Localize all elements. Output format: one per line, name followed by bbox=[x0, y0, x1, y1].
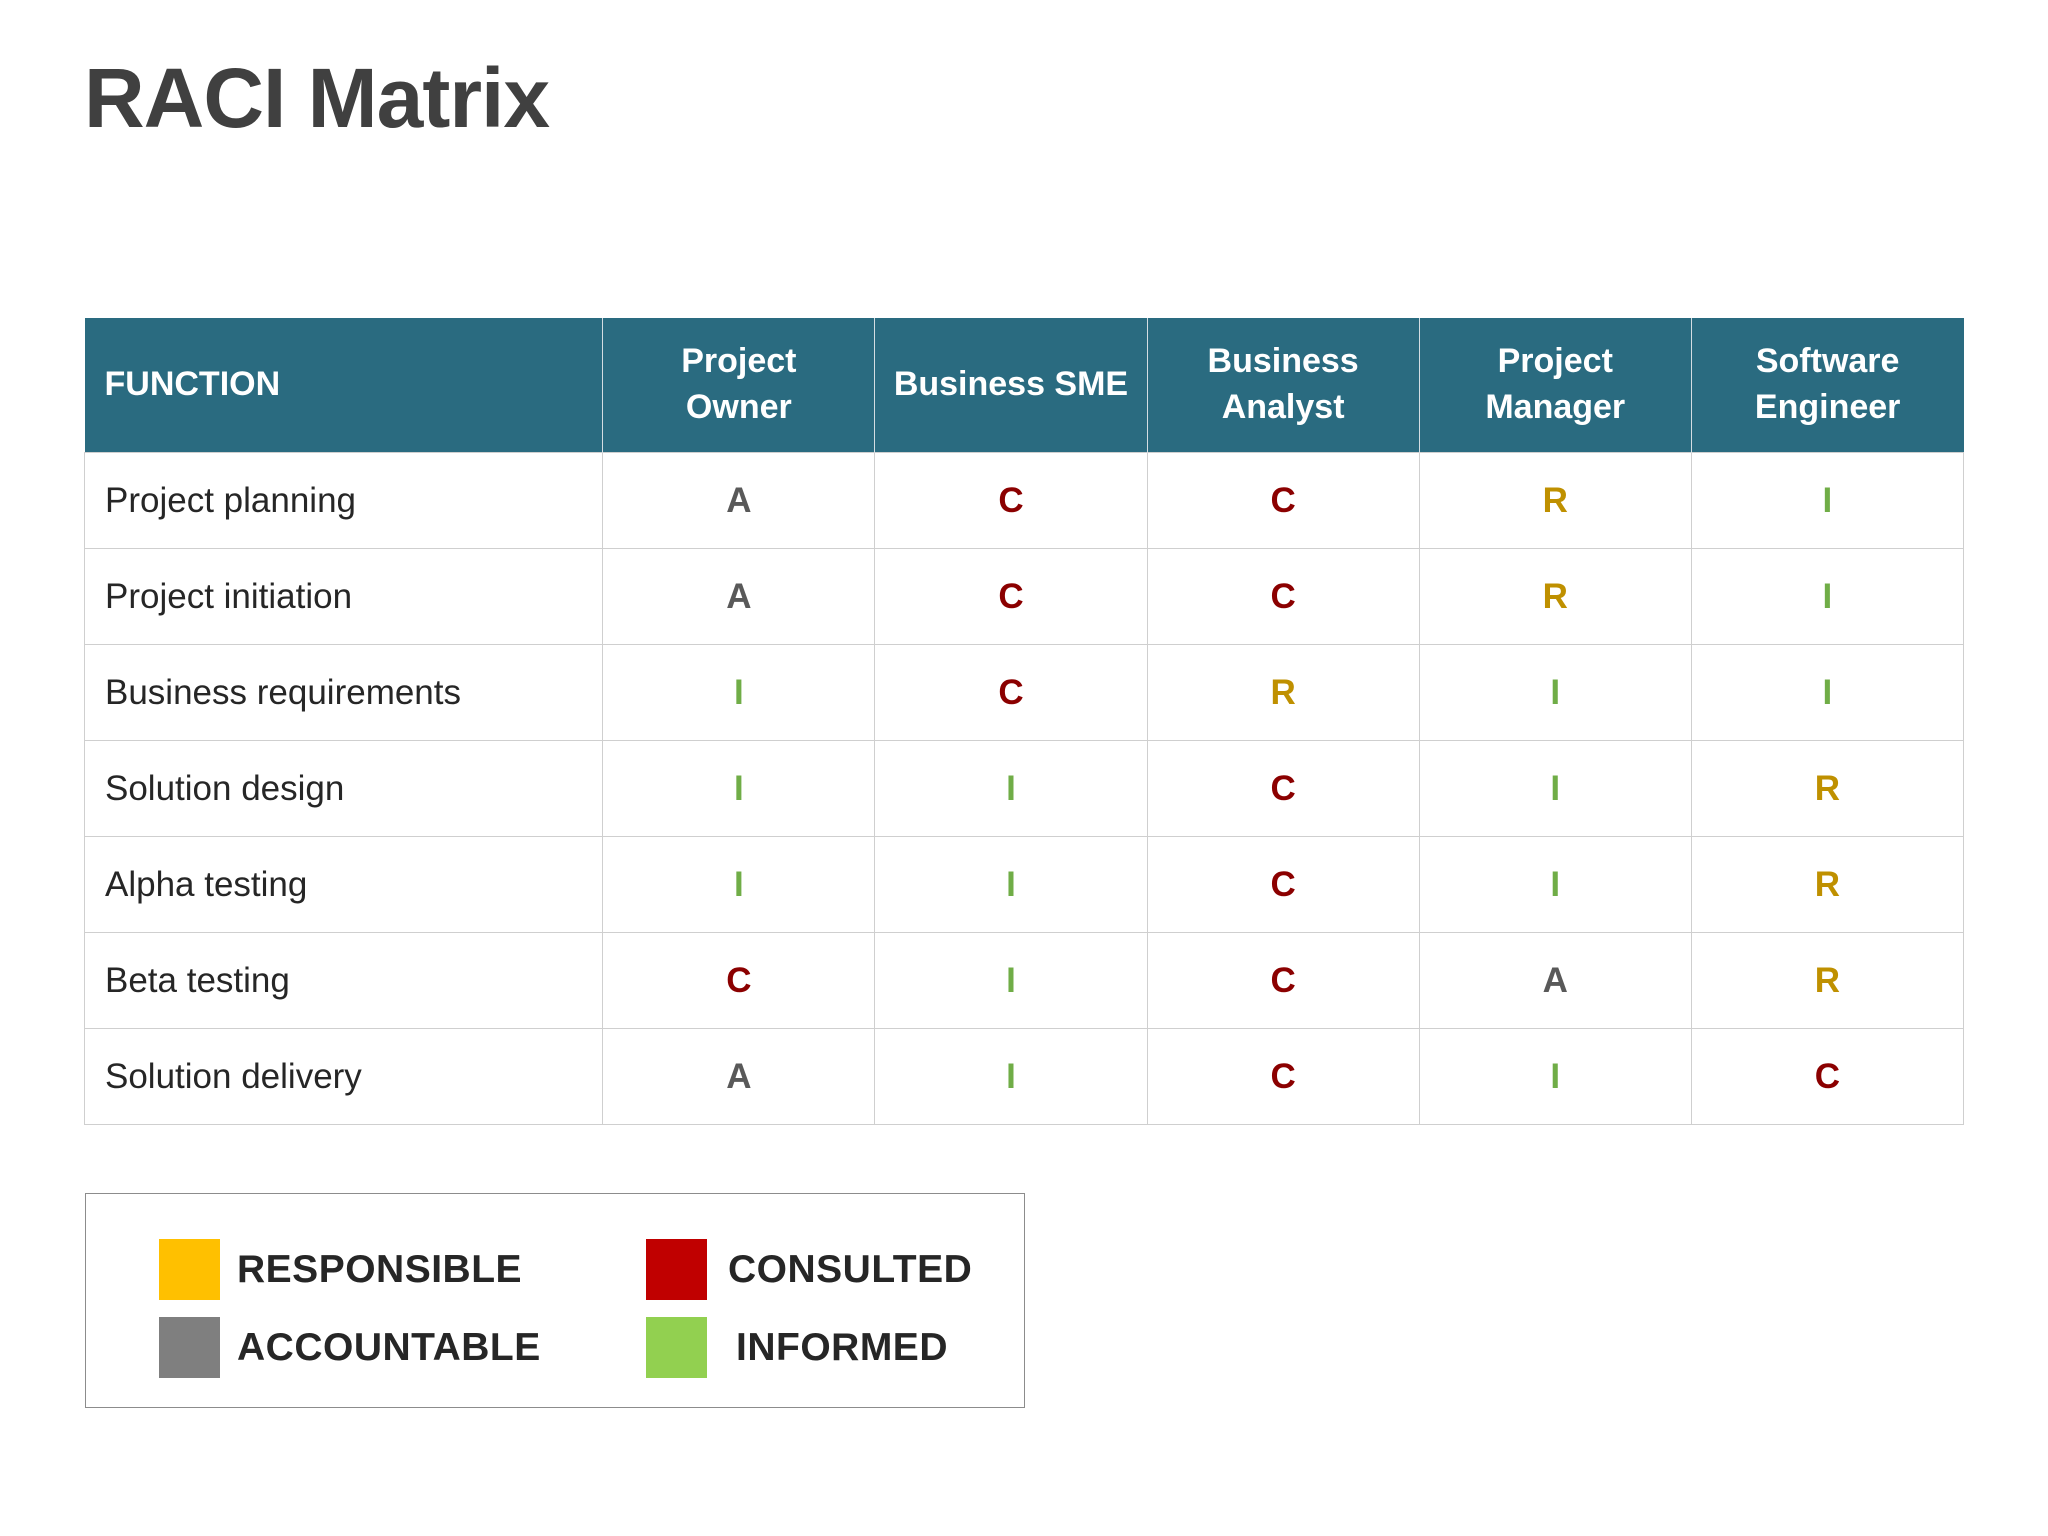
header-function: FUNCTION bbox=[84, 318, 603, 453]
legend-label: ACCOUNTABLE bbox=[237, 1325, 541, 1369]
table-row: Solution delivery A I C I C bbox=[83, 1028, 1965, 1125]
raci-table: FUNCTION Project Owner Business SME Busin… bbox=[83, 318, 1965, 1125]
raci-code-cell: I bbox=[874, 1028, 1148, 1125]
table-row: Business requirements I C R I I bbox=[83, 644, 1965, 741]
legend-item-accountable: ACCOUNTABLE bbox=[159, 1317, 541, 1378]
raci-code-cell: A bbox=[602, 548, 876, 645]
raci-code-cell: A bbox=[602, 452, 876, 549]
raci-code-cell: C bbox=[874, 644, 1148, 741]
raci-code-cell: I bbox=[874, 740, 1148, 837]
function-cell: Project planning bbox=[83, 452, 604, 549]
table-row: Project initiation A C C R I bbox=[83, 548, 1965, 645]
raci-code-cell: C bbox=[874, 452, 1148, 549]
legend-item-responsible: RESPONSIBLE bbox=[159, 1239, 522, 1300]
table-row: Solution design I I C I R bbox=[83, 740, 1965, 837]
raci-code-cell: I bbox=[874, 836, 1148, 933]
table-row: Alpha testing I I C I R bbox=[83, 836, 1965, 933]
page-title: RACI Matrix bbox=[84, 51, 550, 145]
legend-label: CONSULTED bbox=[728, 1247, 973, 1291]
function-cell: Solution delivery bbox=[83, 1028, 604, 1125]
raci-code-cell: C bbox=[602, 932, 876, 1029]
function-cell: Beta testing bbox=[83, 932, 604, 1029]
raci-code-cell: A bbox=[1418, 932, 1692, 1029]
raci-code-cell: R bbox=[1418, 548, 1692, 645]
raci-code-cell: I bbox=[874, 932, 1148, 1029]
function-cell: Alpha testing bbox=[83, 836, 604, 933]
legend: RESPONSIBLE ACCOUNTABLE CONSULTED INFORM… bbox=[85, 1193, 1025, 1408]
function-cell: Solution design bbox=[83, 740, 604, 837]
informed-swatch bbox=[646, 1317, 707, 1378]
raci-code-cell: I bbox=[1418, 836, 1692, 933]
raci-code-cell: C bbox=[1146, 1028, 1420, 1125]
raci-code-cell: C bbox=[1146, 932, 1420, 1029]
raci-code-cell: I bbox=[1418, 740, 1692, 837]
raci-code-cell: C bbox=[874, 548, 1148, 645]
raci-code-cell: I bbox=[602, 644, 876, 741]
table-row: Beta testing C I C A R bbox=[83, 932, 1965, 1029]
table-header-row: FUNCTION Project Owner Business SME Busin… bbox=[84, 318, 1964, 453]
header-role: Software Engineer bbox=[1690, 318, 1964, 453]
raci-code-cell: R bbox=[1418, 452, 1692, 549]
function-cell: Project initiation bbox=[83, 548, 604, 645]
raci-code-cell: I bbox=[1418, 644, 1692, 741]
raci-code-cell: C bbox=[1146, 836, 1420, 933]
raci-code-cell: I bbox=[1690, 452, 1965, 549]
raci-code-cell: I bbox=[602, 836, 876, 933]
function-cell: Business requirements bbox=[83, 644, 604, 741]
legend-item-informed: INFORMED bbox=[646, 1317, 948, 1378]
raci-code-cell: C bbox=[1146, 548, 1420, 645]
raci-code-cell: I bbox=[1690, 548, 1965, 645]
raci-code-cell: R bbox=[1146, 644, 1420, 741]
header-role: Project Manager bbox=[1418, 318, 1692, 453]
table-row: Project planning A C C R I bbox=[83, 452, 1965, 549]
legend-label: INFORMED bbox=[736, 1325, 948, 1369]
header-role: Project Owner bbox=[602, 318, 875, 453]
responsible-swatch bbox=[159, 1239, 220, 1300]
accountable-swatch bbox=[159, 1317, 220, 1378]
raci-code-cell: C bbox=[1146, 740, 1420, 837]
raci-code-cell: R bbox=[1690, 836, 1965, 933]
consulted-swatch bbox=[646, 1239, 707, 1300]
legend-label: RESPONSIBLE bbox=[237, 1247, 523, 1291]
raci-code-cell: I bbox=[1690, 644, 1965, 741]
raci-code-cell: I bbox=[602, 740, 876, 837]
raci-code-cell: C bbox=[1146, 452, 1420, 549]
raci-code-cell: R bbox=[1690, 932, 1965, 1029]
legend-item-consulted: CONSULTED bbox=[646, 1239, 972, 1300]
raci-code-cell: C bbox=[1690, 1028, 1965, 1125]
header-role: Business Analyst bbox=[1146, 318, 1420, 453]
raci-code-cell: R bbox=[1690, 740, 1965, 837]
raci-code-cell: I bbox=[1418, 1028, 1692, 1125]
header-role: Business SME bbox=[874, 318, 1148, 453]
raci-code-cell: A bbox=[602, 1028, 876, 1125]
